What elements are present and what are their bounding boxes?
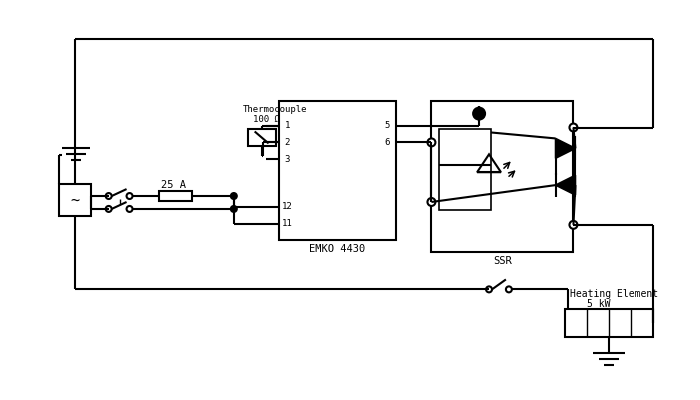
Bar <box>160 191 192 201</box>
Text: 5: 5 <box>384 121 389 130</box>
Bar <box>440 128 491 210</box>
Circle shape <box>506 286 512 292</box>
Text: Heating Element: Heating Element <box>570 289 659 299</box>
Circle shape <box>428 198 435 206</box>
Polygon shape <box>556 175 575 195</box>
Bar <box>59 184 91 216</box>
Text: 100 Ω: 100 Ω <box>253 115 279 124</box>
Circle shape <box>570 124 578 132</box>
Text: Thermocouple: Thermocouple <box>243 105 307 114</box>
Circle shape <box>231 193 237 199</box>
Text: 11: 11 <box>282 219 293 228</box>
Text: 25 A: 25 A <box>161 180 186 190</box>
Circle shape <box>473 108 485 120</box>
Text: 1: 1 <box>285 121 290 130</box>
Circle shape <box>127 193 132 199</box>
Text: 5 kW: 5 kW <box>587 299 611 309</box>
Bar <box>566 309 653 337</box>
Text: SSR: SSR <box>493 256 512 266</box>
Circle shape <box>127 206 132 212</box>
Text: 2: 2 <box>285 138 290 147</box>
Circle shape <box>106 206 112 212</box>
Bar <box>279 101 396 240</box>
Text: EMKO 4430: EMKO 4430 <box>309 244 365 254</box>
Text: ~: ~ <box>71 192 80 208</box>
Bar <box>248 128 276 146</box>
Circle shape <box>231 206 237 212</box>
Text: 3: 3 <box>285 155 290 164</box>
Circle shape <box>486 286 492 292</box>
Circle shape <box>570 221 578 229</box>
Circle shape <box>106 193 112 199</box>
Text: 12: 12 <box>282 202 293 212</box>
Circle shape <box>428 138 435 146</box>
Polygon shape <box>556 138 575 158</box>
Bar <box>431 101 573 252</box>
Text: 6: 6 <box>384 138 389 147</box>
